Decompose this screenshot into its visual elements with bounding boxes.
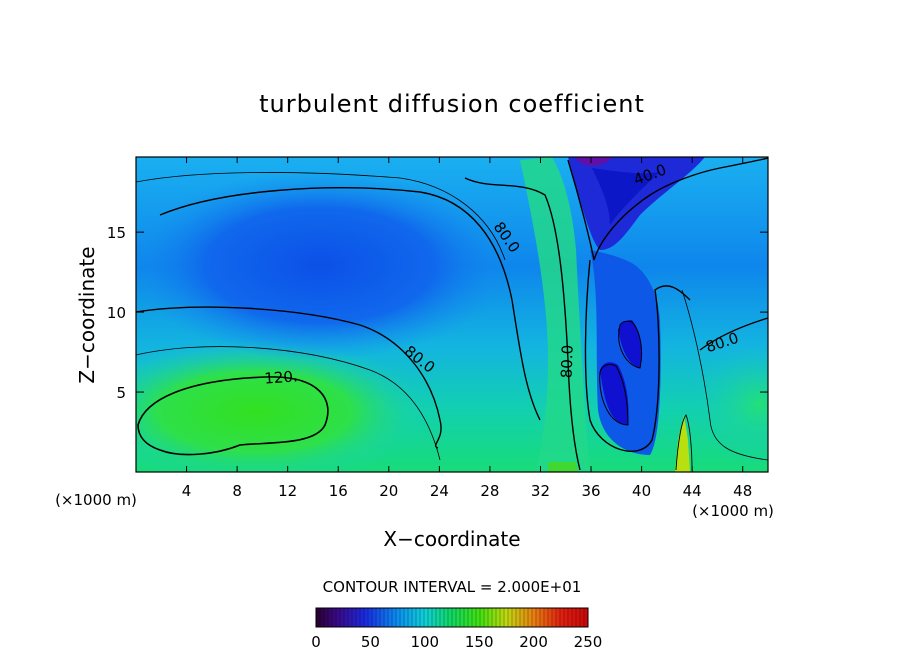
plot-frame bbox=[135, 156, 769, 473]
x-tick-label: 48 bbox=[733, 482, 752, 500]
x-unit-right: (×1000 m) bbox=[692, 502, 774, 520]
x-tick-label: 16 bbox=[329, 482, 348, 500]
colorbar-hatching bbox=[319, 608, 585, 627]
x-axis-label: X−coordinate bbox=[383, 527, 520, 551]
contour-field bbox=[136, 157, 768, 472]
x-tick-label: 40 bbox=[632, 482, 651, 500]
colorbar-tick-label: 0 bbox=[311, 633, 321, 651]
contour-lines bbox=[136, 157, 768, 471]
x-tick-label: 8 bbox=[232, 482, 242, 500]
y-tick-label: 5 bbox=[116, 384, 126, 402]
contour-label: 80.0 bbox=[558, 344, 577, 378]
x-tick-label: 20 bbox=[379, 482, 398, 500]
colorbar-tick-label: 150 bbox=[465, 633, 494, 651]
x-unit-left: (×1000 m) bbox=[55, 491, 137, 509]
x-tick-label: 4 bbox=[182, 482, 192, 500]
contour-label: 120. bbox=[264, 367, 299, 387]
contour-interval-label: CONTOUR INTERVAL = 2.000E+01 bbox=[323, 578, 582, 596]
y-tick-label: 10 bbox=[107, 304, 126, 322]
colorbar-tick-label: 250 bbox=[574, 633, 603, 651]
x-axis-ticks: 4 8 12 16 20 24 28 32 36 40 44 48 bbox=[182, 157, 752, 500]
x-tick-label: 28 bbox=[480, 482, 499, 500]
colorbar-tick-label: 200 bbox=[519, 633, 548, 651]
y-axis-ticks: 5 10 15 bbox=[107, 224, 768, 402]
x-tick-label: 32 bbox=[531, 482, 550, 500]
y-axis-label: Z−coordinate bbox=[75, 246, 99, 383]
colorbar-ticks: 0 50 100 150 200 250 bbox=[311, 633, 602, 651]
colorbar-tick-label: 100 bbox=[410, 633, 439, 651]
chart-title: turbulent diffusion coefficient bbox=[259, 90, 645, 118]
x-tick-label: 44 bbox=[683, 482, 702, 500]
colorbar-tick-label: 50 bbox=[361, 633, 380, 651]
x-tick-label: 12 bbox=[278, 482, 297, 500]
x-tick-label: 24 bbox=[430, 482, 449, 500]
x-tick-label: 36 bbox=[581, 482, 600, 500]
y-tick-label: 15 bbox=[107, 224, 126, 242]
